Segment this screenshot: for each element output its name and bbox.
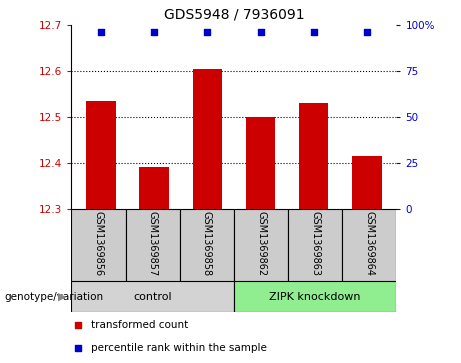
Bar bbox=[193, 69, 222, 209]
Point bbox=[257, 29, 264, 35]
Text: ZIPK knockdown: ZIPK knockdown bbox=[270, 292, 361, 302]
Point bbox=[204, 29, 211, 35]
Point bbox=[310, 29, 318, 35]
Bar bbox=[352, 156, 382, 209]
Bar bbox=[71, 209, 125, 281]
Text: GSM1369864: GSM1369864 bbox=[364, 211, 374, 276]
Bar bbox=[86, 101, 116, 209]
Bar bbox=[180, 209, 234, 281]
Text: genotype/variation: genotype/variation bbox=[5, 292, 104, 302]
Text: ▶: ▶ bbox=[59, 292, 67, 302]
Bar bbox=[234, 281, 396, 312]
Point bbox=[74, 322, 82, 328]
Text: control: control bbox=[133, 292, 172, 302]
Text: transformed count: transformed count bbox=[91, 321, 188, 330]
Bar bbox=[246, 117, 275, 209]
Point bbox=[97, 29, 105, 35]
Bar bbox=[288, 209, 342, 281]
Bar bbox=[234, 209, 288, 281]
Bar bbox=[342, 209, 396, 281]
Bar bbox=[71, 281, 234, 312]
Point bbox=[363, 29, 371, 35]
Text: GSM1369856: GSM1369856 bbox=[94, 211, 104, 276]
Bar bbox=[140, 167, 169, 209]
Point bbox=[74, 345, 82, 351]
Bar bbox=[299, 103, 328, 209]
Text: percentile rank within the sample: percentile rank within the sample bbox=[91, 343, 267, 352]
Text: GSM1369863: GSM1369863 bbox=[310, 211, 320, 276]
Text: GSM1369857: GSM1369857 bbox=[148, 211, 158, 276]
Text: GSM1369858: GSM1369858 bbox=[202, 211, 212, 276]
Point bbox=[150, 29, 158, 35]
Bar bbox=[125, 209, 180, 281]
Title: GDS5948 / 7936091: GDS5948 / 7936091 bbox=[164, 8, 304, 21]
Text: GSM1369862: GSM1369862 bbox=[256, 211, 266, 276]
